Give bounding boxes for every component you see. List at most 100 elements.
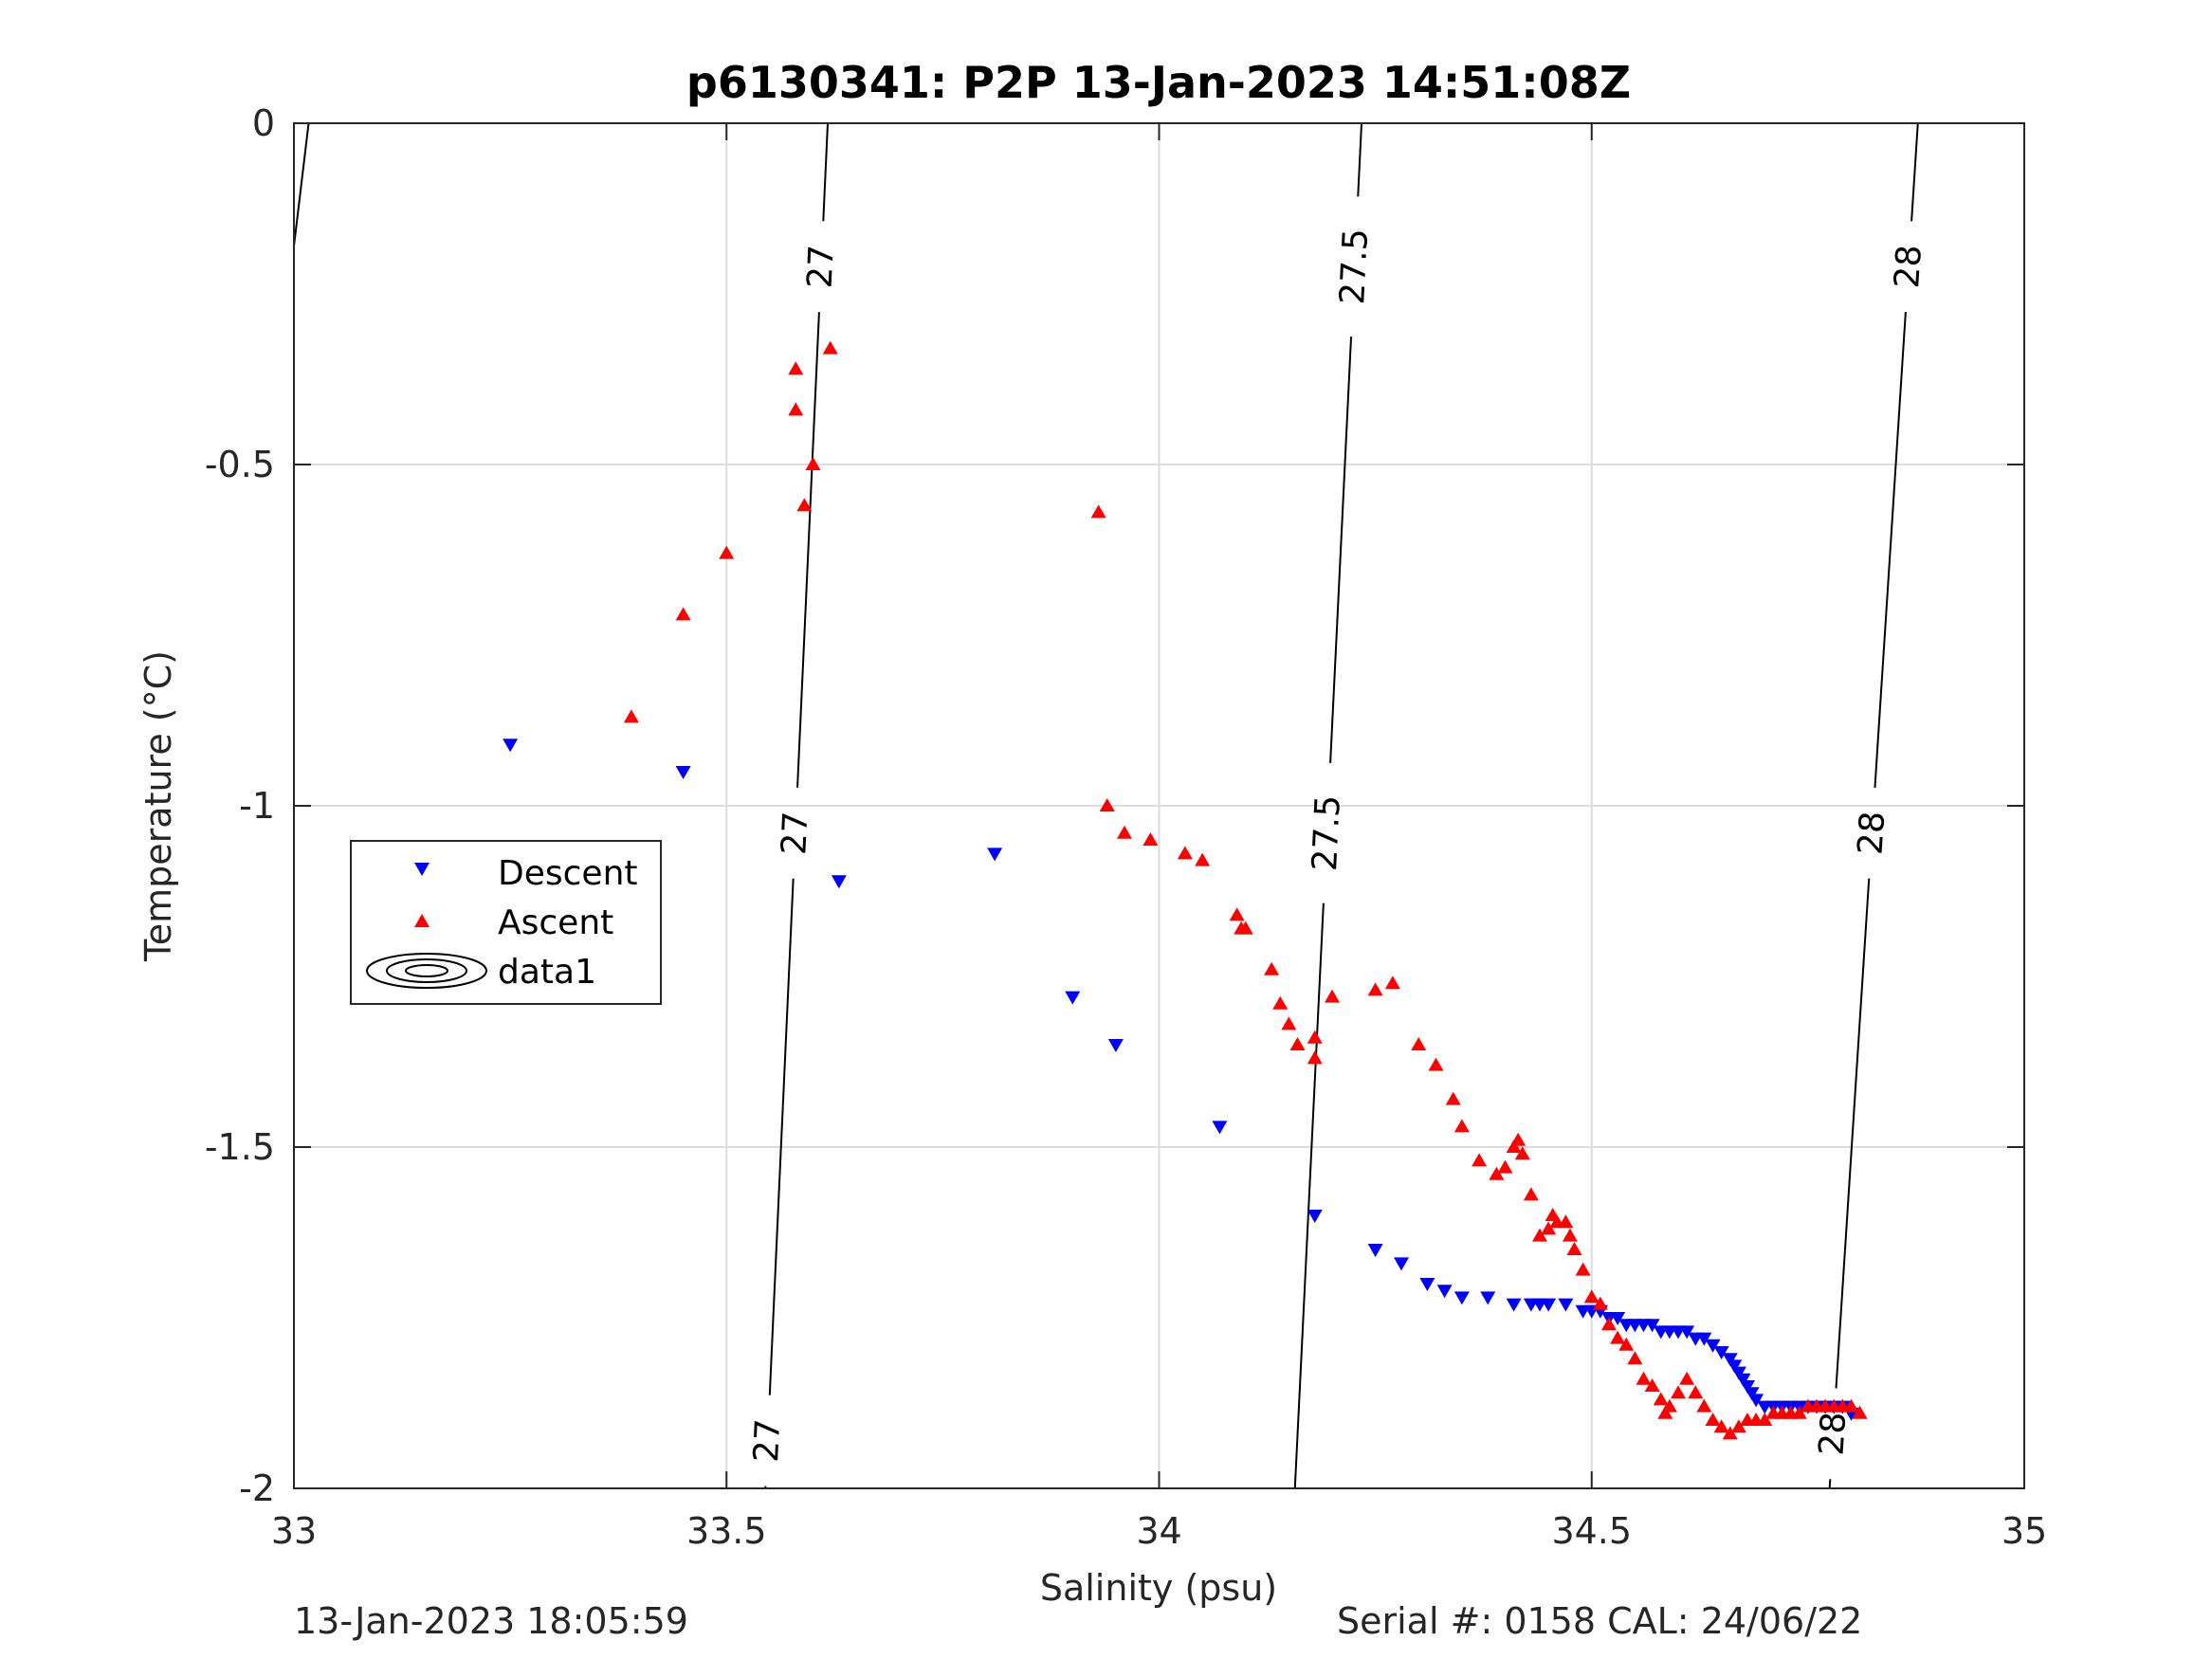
contour-label: 28 (1851, 811, 1892, 856)
legend: Descent Ascent data1 (350, 840, 662, 1005)
descent-point (1748, 1394, 1764, 1408)
ascent-point (1384, 975, 1400, 990)
contour-line (1329, 337, 1353, 763)
ascent-point (1843, 1398, 1859, 1413)
y-tick-label: -1.5 (205, 1126, 275, 1168)
x-tick-label: 34 (1136, 1510, 1181, 1552)
ascent-point (1489, 1166, 1505, 1180)
contour-line (1293, 902, 1325, 1488)
ascent-point (1325, 989, 1340, 1003)
ascent-point (822, 340, 838, 355)
legend-label-data1: data1 (498, 953, 596, 992)
legend-box (350, 840, 662, 1005)
descent-point (1506, 1298, 1522, 1312)
ascent-point (1566, 1242, 1582, 1255)
contour-label: 27.5 (1306, 794, 1348, 872)
ascent-point (1671, 1385, 1686, 1399)
ascent-point (1757, 1413, 1773, 1426)
contour-label: 28 (1812, 1411, 1854, 1456)
descent-point (1740, 1380, 1755, 1394)
ascent-point (1237, 921, 1253, 935)
ascent-point (1289, 1037, 1306, 1050)
descent-point (1453, 1291, 1470, 1305)
ascent-point (1610, 1330, 1626, 1344)
ascent-point (1453, 1119, 1470, 1133)
ascent-point (1497, 1159, 1513, 1174)
ascent-point (1791, 1405, 1807, 1419)
ascent-point (1367, 982, 1383, 996)
legend-marker-descent (414, 863, 430, 876)
ascent-point (1117, 825, 1132, 839)
contour-line (1910, 123, 1919, 222)
descent-point (1065, 991, 1081, 1005)
ascent-point (1601, 1317, 1617, 1331)
descent-point (1367, 1244, 1383, 1257)
contour-line (1828, 1479, 1832, 1488)
descent-series (503, 738, 1859, 1421)
descent-point (831, 875, 847, 889)
y-tick-label: -1 (239, 785, 275, 827)
descent-point (1744, 1387, 1760, 1401)
descent-point (1307, 1210, 1323, 1223)
ascent-point (1281, 1016, 1297, 1030)
descent-point (1730, 1366, 1746, 1380)
contour-label: 27 (747, 1418, 788, 1464)
descent-point (675, 766, 691, 779)
ascent-point (1428, 1057, 1444, 1071)
ascent-point (1627, 1351, 1643, 1365)
ascent-point (1661, 1398, 1677, 1413)
ascent-point (1558, 1214, 1574, 1229)
ascent-point (1506, 1139, 1522, 1153)
ascent-point (1722, 1426, 1738, 1440)
y-tick-label: -0.5 (205, 444, 275, 485)
descent-point (1610, 1312, 1626, 1325)
ascent-point (1264, 961, 1280, 975)
descent-point (1713, 1346, 1729, 1359)
descent-point (1480, 1291, 1496, 1305)
descent-point (1735, 1373, 1751, 1387)
y-tick-label: 0 (252, 102, 275, 144)
density-contours: 27 27 27 27.5 27.5 28 28 28 (294, 123, 1929, 1488)
y-axis-label: Temperature (°C) (137, 650, 179, 962)
ascent-point (1523, 1187, 1539, 1201)
chart-title: p6130341: P2P 13-Jan-2023 14:51:08Z (686, 57, 1631, 108)
ascent-point (1583, 1289, 1600, 1304)
ascent-point (788, 361, 804, 375)
ascent-point (1657, 1405, 1673, 1419)
ascent-point (1562, 1228, 1578, 1242)
descent-point (1727, 1359, 1743, 1374)
ascent-point (1510, 1132, 1526, 1146)
ascent-point (675, 607, 691, 621)
ascent-point (719, 545, 735, 559)
y-tick-label: -2 (239, 1468, 275, 1509)
legend-marker-ascent (414, 914, 430, 927)
ascent-point (1541, 1221, 1557, 1235)
descent-point (1394, 1257, 1409, 1271)
ascent-point (788, 402, 804, 416)
ascent-point (1696, 1398, 1712, 1413)
descent-point (1212, 1121, 1228, 1135)
x-tick-label: 35 (2002, 1510, 2047, 1552)
contour-label: 27.5 (1333, 228, 1376, 305)
descent-point (1679, 1325, 1695, 1340)
ascent-point (1307, 1030, 1323, 1044)
ascent-point (1195, 852, 1211, 866)
contour-label: 27 (775, 811, 815, 856)
descent-point (1722, 1353, 1738, 1367)
contour-label: 28 (1888, 244, 1929, 289)
descent-point (1705, 1339, 1721, 1353)
contour-line (294, 123, 310, 246)
legend-label-ascent: Ascent (498, 903, 613, 942)
ascent-point (1099, 798, 1115, 811)
ascent-point (1411, 1037, 1427, 1050)
ascent-point (1636, 1371, 1652, 1385)
axis-ticks: 33 33.5 34 34.5 35 -2 -1.5 -1 -0.5 0 (205, 102, 2047, 1552)
contour-line (1835, 878, 1871, 1389)
ascent-point (1618, 1337, 1635, 1351)
x-tick-label: 33.5 (686, 1510, 767, 1552)
x-axis-label: Salinity (psu) (1040, 1567, 1277, 1609)
x-tick-label: 33 (271, 1510, 317, 1552)
x-tick-label: 34.5 (1551, 1510, 1632, 1552)
contour-line (1357, 123, 1363, 197)
